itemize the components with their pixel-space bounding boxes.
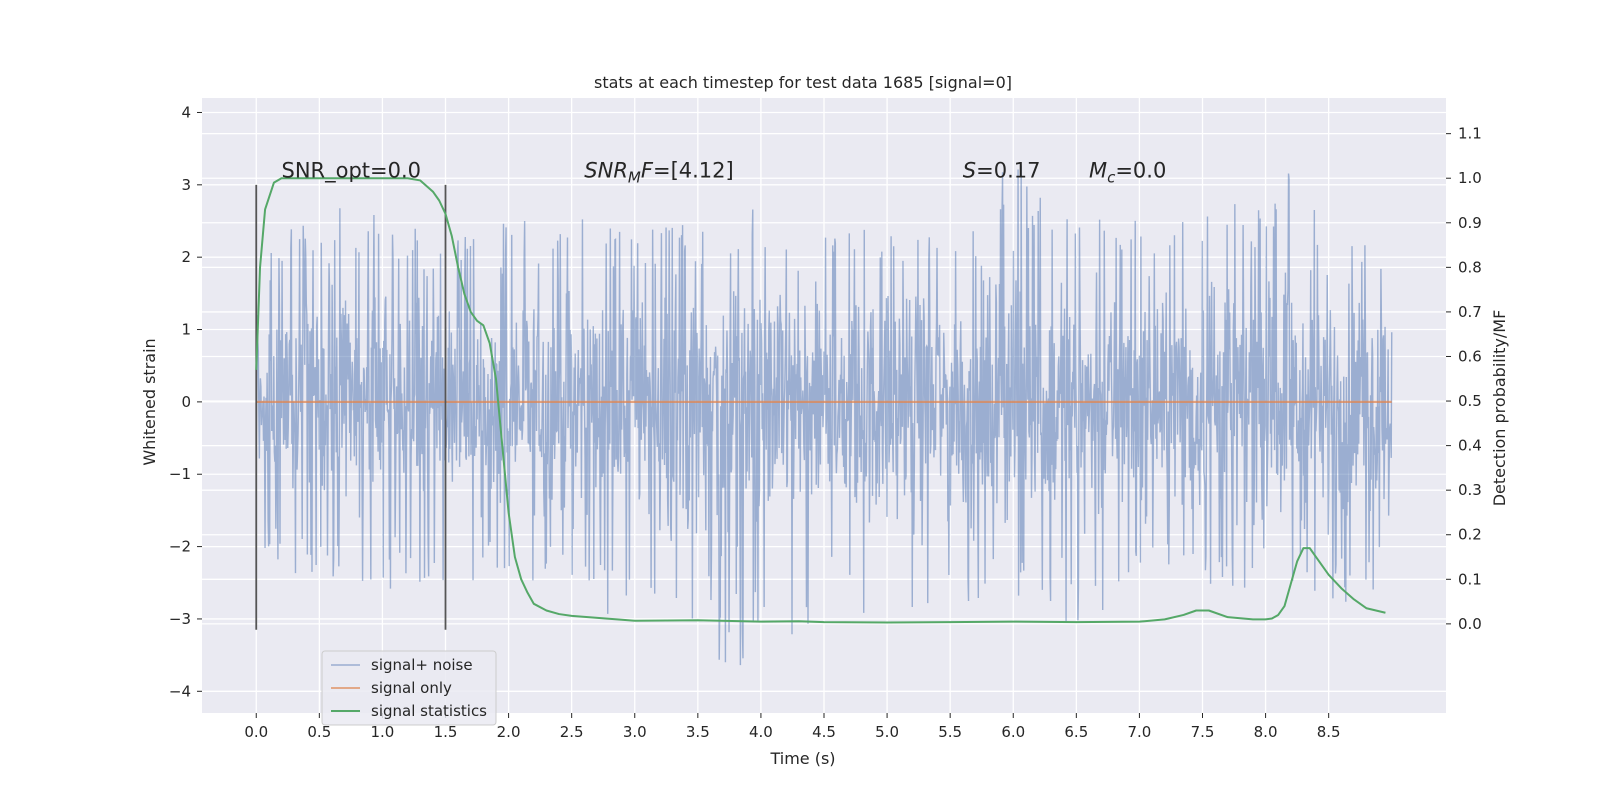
x-tick-label: 8.5	[1317, 723, 1341, 741]
x-axis-label: Time (s)	[769, 749, 835, 768]
y-axis-label: Whitened strain	[140, 338, 159, 465]
y2-tick-label: 0.2	[1458, 526, 1482, 544]
y2-tick-label: 0.4	[1458, 437, 1482, 455]
x-tick-label: 1.0	[370, 723, 394, 741]
annotation-part: =[4.12]	[653, 159, 734, 183]
y2-tick-label: 0.9	[1458, 214, 1482, 232]
y2-tick-label: 1.0	[1458, 169, 1482, 187]
annotation-part: SNR	[584, 159, 628, 183]
x-tick-label: 7.0	[1127, 723, 1151, 741]
y-tick-label: 1	[181, 321, 191, 339]
x-tick-label: 0.5	[307, 723, 331, 741]
y2-tick-label: 0.7	[1458, 303, 1482, 321]
y2-tick-label: 1.1	[1458, 125, 1482, 143]
x-tick-label: 2.0	[497, 723, 521, 741]
y-tick-label: 3	[181, 176, 191, 194]
legend: signal+ noise signal only signal statistic…	[321, 650, 497, 726]
y2-tick-label: 0.5	[1458, 392, 1482, 410]
annotation-part: F	[641, 159, 654, 183]
x-tick-label: 4.0	[749, 723, 773, 741]
y-tick-label: 4	[181, 103, 191, 121]
y-tick-label: −4	[169, 682, 191, 700]
y2-tick-label: 0.0	[1458, 615, 1482, 633]
x-tick-label: 3.5	[686, 723, 710, 741]
series-signal-statistics	[255, 177, 1386, 624]
y2-tick-label: 0.8	[1458, 258, 1482, 276]
signal-statistics-line	[255, 177, 1386, 624]
y-tick-label: 2	[181, 248, 191, 266]
y-tick-label: −2	[169, 538, 191, 556]
y-tick-label: −1	[169, 465, 191, 483]
x-tick-label: 8.0	[1254, 723, 1278, 741]
legend-label: signal statistics	[371, 702, 487, 720]
y2-tick-label: 0.6	[1458, 347, 1482, 365]
annotation-part: M	[1089, 159, 1107, 183]
y2-axis-label: Detection probability/MF	[1490, 310, 1509, 507]
x-tick-label: 5.0	[875, 723, 899, 741]
y-tick-label: −3	[169, 610, 191, 628]
chart-marks	[255, 165, 1393, 666]
y2-axis-ticks: 0.0 0.1 0.2 0.3 0.4 0.5 0.6 0.7 0.8 0.9 1.0 1.1	[1446, 125, 1482, 633]
y2-tick-label: 0.3	[1458, 481, 1482, 499]
x-axis-ticks: 0.0 0.5 1.0 1.5 2.0 2.5 3.0 3.5 4.0 4.5 5.0 5.5 6.0 6…	[244, 713, 1341, 741]
x-tick-label: 4.5	[812, 723, 836, 741]
annotation-mc-stat: Mc=0.0	[1089, 159, 1166, 187]
annotation-snr-mf: SNRMF=[4.12]	[584, 159, 733, 187]
x-tick-label: 0.0	[244, 723, 268, 741]
annotation-part: =0.17	[976, 159, 1040, 183]
annotations: SNR_opt=0.0 SNRMF=[4.12] S=0.17 Mc=0.0	[281, 159, 1166, 187]
x-tick-label: 5.5	[938, 723, 962, 741]
marker-lines	[255, 184, 447, 630]
x-tick-label: 1.5	[434, 723, 458, 741]
y2-tick-label: 0.1	[1458, 570, 1482, 588]
y-tick-label: 0	[181, 393, 191, 411]
x-tick-label: 6.5	[1064, 723, 1088, 741]
x-tick-label: 7.5	[1191, 723, 1215, 741]
annotation-part: SNR_opt=0.0	[281, 159, 421, 184]
annotation-part: M	[628, 169, 641, 187]
annotation-s-stat: S=0.17	[963, 159, 1041, 183]
annotation-part: c	[1107, 169, 1116, 187]
annotation-snr-opt: SNR_opt=0.0	[281, 159, 421, 184]
x-tick-label: 6.0	[1001, 723, 1025, 741]
annotation-part: =0.0	[1115, 159, 1166, 183]
x-tick-label: 3.0	[623, 723, 647, 741]
annotation-part: S	[963, 159, 976, 183]
x-tick-label: 2.5	[560, 723, 584, 741]
legend-label: signal+ noise	[371, 656, 473, 674]
y-axis-ticks: −4 −3 −2 −1 0 1 2 3 4	[169, 103, 202, 700]
chart-title: stats at each timestep for test data 168…	[594, 73, 1012, 92]
legend-label: signal only	[371, 679, 452, 697]
legend-box	[321, 650, 497, 726]
